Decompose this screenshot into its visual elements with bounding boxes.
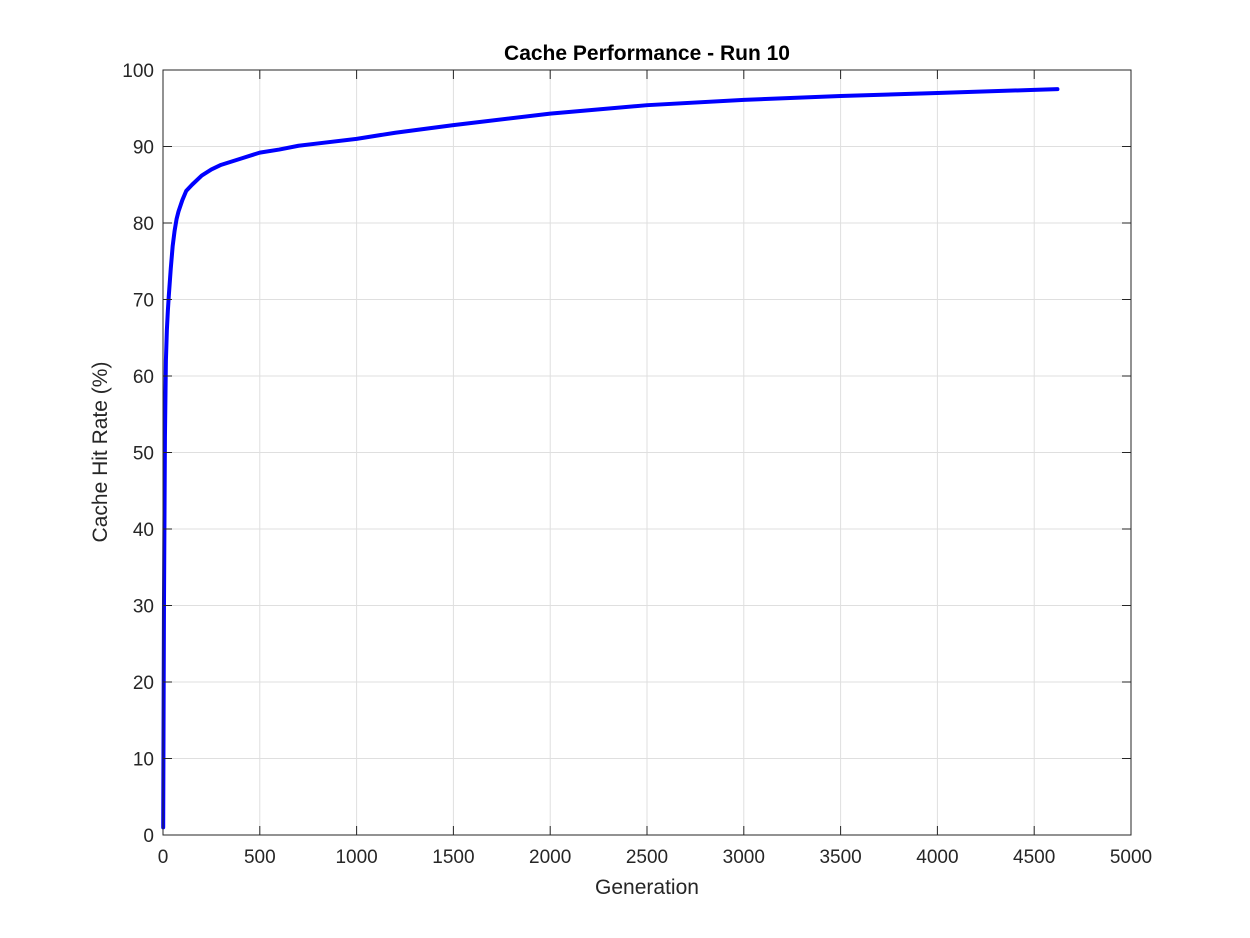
y-tick-label: 70 <box>133 291 154 312</box>
x-tick-label: 4000 <box>916 847 958 868</box>
y-tick-label: 20 <box>133 673 154 694</box>
y-tick-label: 80 <box>133 214 154 235</box>
y-tick-label: 10 <box>133 750 154 771</box>
y-tick-labels: 0 10 20 30 40 50 60 70 80 90 100 <box>122 61 154 847</box>
y-axis-label: Cache Hit Rate (%) <box>89 362 112 543</box>
x-tick-labels: 0 500 1000 1500 2000 2500 3000 3500 4000 4500 5000 <box>158 847 1152 868</box>
x-tick-label: 2500 <box>626 847 668 868</box>
y-tick-label: 40 <box>133 520 154 541</box>
x-tick-label: 4500 <box>1013 847 1055 868</box>
x-tick-label: 3000 <box>723 847 765 868</box>
x-tick-label: 5000 <box>1110 847 1152 868</box>
x-tick-label: 3500 <box>819 847 861 868</box>
x-tick-label: 1000 <box>335 847 377 868</box>
y-tick-label: 90 <box>133 138 154 159</box>
x-axis-label: Generation <box>595 876 699 899</box>
y-tick-label: 100 <box>122 61 154 82</box>
chart-title: Cache Performance - Run 10 <box>504 42 790 65</box>
cache-hit-rate-line <box>161 87 1060 830</box>
x-tick-label: 2000 <box>529 847 571 868</box>
data-series <box>161 87 1060 830</box>
x-tick-label: 500 <box>244 847 276 868</box>
x-tick-label: 1500 <box>432 847 474 868</box>
y-tick-label: 60 <box>133 367 154 388</box>
x-tick-label: 0 <box>158 847 169 868</box>
y-tick-label: 50 <box>133 444 154 465</box>
y-tick-label: 30 <box>133 597 154 618</box>
axis-ticks <box>162 69 1132 836</box>
y-tick-label: 0 <box>143 826 154 847</box>
grid-lines <box>163 70 1131 835</box>
